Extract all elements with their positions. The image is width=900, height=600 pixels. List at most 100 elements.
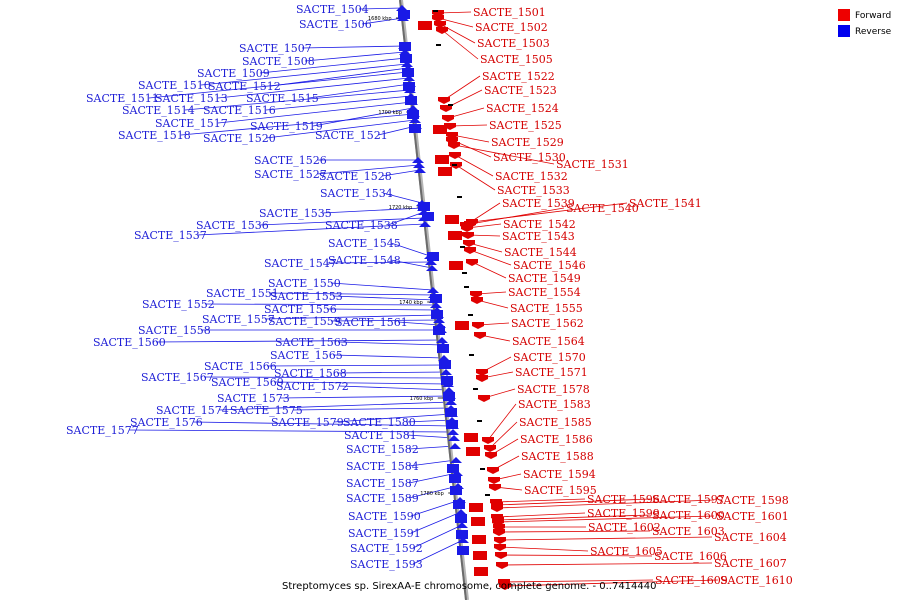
reverse-gene-label: SACTE_1587 <box>346 477 419 490</box>
reverse-gene-connector <box>265 119 416 139</box>
reverse-gene-block <box>400 54 412 63</box>
reverse-gene-connector <box>292 407 452 411</box>
reverse-gene-label: SACTE_1591 <box>348 527 421 540</box>
reverse-gene-connector <box>337 341 444 346</box>
forward-gene-feature <box>476 375 488 382</box>
reverse-gene-label: SACTE_1584 <box>346 460 419 473</box>
reverse-gene-label: SACTE_1550 <box>268 277 341 290</box>
forward-gene-label: SACTE_1595 <box>524 484 597 497</box>
reverse-gene-connector <box>397 321 441 326</box>
reverse-gene-feature <box>456 522 468 528</box>
forward-gene-block <box>473 551 487 560</box>
reverse-gene-connector <box>332 354 445 359</box>
legend-label-reverse: Reverse <box>855 27 892 37</box>
forward-gene-feature <box>488 477 500 484</box>
reverse-gene-label: SACTE_1575 <box>230 404 303 417</box>
forward-gene-label: SACTE_1555 <box>510 302 583 315</box>
forward-gene-label: SACTE_1603 <box>652 525 725 538</box>
reverse-gene-feature <box>448 435 460 441</box>
forward-gene-feature <box>494 537 506 544</box>
forward-gene-connector <box>449 124 488 127</box>
forward-gene-label: SACTE_1602 <box>588 521 661 534</box>
scale-tick-label: 1680 kbp <box>368 16 392 22</box>
reverse-gene-block <box>430 294 442 303</box>
reverse-gene-connector <box>203 376 448 379</box>
forward-gene-label: SACTE_1604 <box>714 531 787 544</box>
gene-fragment-mark <box>433 10 438 12</box>
reverse-gene-label: SACTE_1515 <box>246 92 319 105</box>
reverse-gene-block <box>455 514 467 523</box>
reverse-gene-block <box>449 474 461 483</box>
reverse-gene-feature <box>425 259 437 265</box>
forward-gene-label: SACTE_1599 <box>587 507 660 520</box>
forward-gene-connector <box>496 498 651 506</box>
forward-gene-feature <box>485 452 497 459</box>
reverse-gene-connector <box>304 51 406 62</box>
reverse-gene-label: SACTE_1516 <box>203 104 276 117</box>
forward-gene-feature <box>472 322 484 329</box>
forward-gene-connector <box>503 579 654 583</box>
reverse-gene-feature <box>436 337 448 343</box>
forward-gene-label: SACTE_1539 <box>502 197 575 210</box>
reverse-gene-label: SACTE_1567 <box>141 371 214 384</box>
forward-gene-block <box>469 503 483 512</box>
scale-tick-label: 1780 kbp <box>420 491 444 497</box>
reverse-gene-block <box>437 344 449 353</box>
reverse-gene-connector <box>279 395 451 399</box>
forward-gene-feature <box>495 552 507 559</box>
reverse-gene-connector <box>412 539 464 565</box>
reverse-gene-feature <box>399 49 411 55</box>
reverse-gene-label: SACTE_1510 <box>138 79 211 92</box>
forward-gene-label: SACTE_1570 <box>513 351 586 364</box>
forward-gene-label: SACTE_1594 <box>523 468 596 481</box>
forward-gene-connector <box>455 164 496 191</box>
reverse-gene-connector <box>358 7 403 10</box>
reverse-gene-label: SACTE_1520 <box>203 132 276 145</box>
gene-fragment-mark <box>448 104 453 106</box>
reverse-gene-feature <box>449 443 461 449</box>
reverse-gene-connector <box>180 113 415 136</box>
forward-gene-block <box>449 261 463 270</box>
gene-fragment-mark <box>485 494 490 496</box>
reverse-gene-feature <box>412 157 424 163</box>
reverse-gene-label: SACTE_1527 <box>254 168 327 181</box>
reverse-gene-connector <box>332 295 436 301</box>
reverse-gene-label: SACTE_1576 <box>130 416 203 429</box>
reverse-gene-feature <box>447 429 459 435</box>
forward-gene-block <box>472 535 486 544</box>
reverse-gene-label: SACTE_1593 <box>350 558 423 571</box>
forward-gene-connector <box>469 207 565 225</box>
reverse-gene-label: SACTE_1565 <box>270 349 343 362</box>
forward-gene-label: SACTE_1583 <box>518 398 591 411</box>
forward-gene-feature <box>449 152 461 159</box>
forward-gene-feature <box>478 395 490 402</box>
reverse-gene-feature <box>443 387 455 393</box>
forward-gene-feature <box>442 115 454 122</box>
reverse-gene-connector <box>361 17 404 25</box>
reverse-gene-block <box>403 82 415 91</box>
reverse-gene-label: SACTE_1517 <box>155 117 228 130</box>
forward-gene-label: SACTE_1554 <box>508 286 581 299</box>
forward-gene-feature <box>474 332 486 339</box>
forward-gene-connector <box>454 154 494 177</box>
forward-gene-connector <box>497 514 651 521</box>
forward-gene-connector <box>498 530 651 533</box>
reverse-gene-connector <box>338 385 450 391</box>
forward-gene-label: SACTE_1562 <box>511 317 584 330</box>
forward-gene-connector <box>504 579 719 587</box>
forward-gene-label: SACTE_1525 <box>489 119 562 132</box>
reverse-gene-label: SACTE_1552 <box>142 298 215 311</box>
reverse-gene-connector <box>308 83 411 99</box>
reverse-gene-block <box>439 360 451 369</box>
forward-gene-label: SACTE_1600 <box>652 509 725 522</box>
reverse-gene-block <box>402 68 414 77</box>
gene-fragment-mark <box>468 314 473 316</box>
forward-gene-feature <box>491 505 503 512</box>
reverse-gene-block <box>441 376 453 385</box>
forward-gene-feature <box>464 247 476 254</box>
reverse-gene-label: SACTE_1566 <box>204 360 277 373</box>
reverse-gene-connector <box>128 429 454 433</box>
reverse-gene-feature <box>396 5 408 11</box>
reverse-gene-feature <box>419 221 431 227</box>
